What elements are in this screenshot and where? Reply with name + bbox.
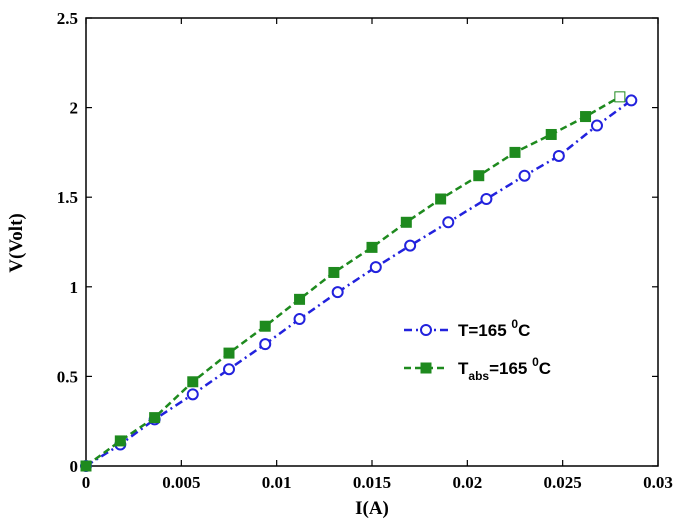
series-1-point xyxy=(442,216,455,229)
axis-ticks: 0 0.005 0.01 0.015 0.02 0.025 0.03 0 0.5 1 1.5 2 2.5 xyxy=(57,9,673,492)
legend-entry-series-2: Tabs=165 0C xyxy=(404,355,551,383)
y-tick-label: 1 xyxy=(70,278,79,297)
series-1-line xyxy=(85,99,633,468)
series-layer xyxy=(80,91,638,472)
legend-swatch-marker-2 xyxy=(420,362,432,374)
series-1-point xyxy=(552,149,565,162)
series-2-point xyxy=(294,293,306,305)
x-tick-label: 0.03 xyxy=(643,473,673,492)
series-2-point xyxy=(473,170,485,182)
series-2-point xyxy=(509,146,521,158)
series-2-point xyxy=(149,412,161,424)
series-1-point xyxy=(625,94,638,107)
series-1-point xyxy=(331,286,344,299)
legend-label-2-degree: 0 xyxy=(532,355,539,369)
legend-label-1-unit: C xyxy=(518,321,530,340)
series-2-point xyxy=(259,320,271,332)
legend-label-2-main: T xyxy=(458,359,469,378)
y-tick-label: 2 xyxy=(70,99,79,118)
x-tick-label: 0.025 xyxy=(544,473,582,492)
y-tick-label: 2.5 xyxy=(57,9,78,28)
legend-box xyxy=(392,306,624,392)
series-2-point xyxy=(328,266,340,278)
series-2-point xyxy=(366,241,378,253)
legend-swatch-marker-1 xyxy=(420,324,432,336)
legend-entry-series-1: T=165 0C xyxy=(404,317,530,340)
series-2-point xyxy=(114,435,126,447)
series-2-point xyxy=(545,128,557,140)
y-tick-label: 0 xyxy=(70,457,79,476)
y-axis-label: V(Volt) xyxy=(6,213,27,272)
series-2-point xyxy=(400,216,412,228)
legend-label-2-value: =165 xyxy=(489,359,532,378)
legend-label-2-subscript: abs xyxy=(468,369,489,383)
x-tick-label: 0.015 xyxy=(353,473,391,492)
x-axis-label: I(A) xyxy=(355,498,389,519)
series-2 xyxy=(80,91,626,472)
series-1-point xyxy=(590,119,603,132)
series-2-line xyxy=(85,95,621,468)
series-2-point xyxy=(614,91,626,103)
x-tick-label: 0.02 xyxy=(452,473,482,492)
series-2-point xyxy=(187,376,199,388)
series-2-point xyxy=(435,193,447,205)
x-tick-label: 0.005 xyxy=(162,473,200,492)
series-2-point xyxy=(223,347,235,359)
y-tick-label: 0.5 xyxy=(57,367,78,386)
series-1-point xyxy=(259,338,272,351)
legend-label-2: Tabs=165 0C xyxy=(458,355,551,383)
x-tick-label: 0 xyxy=(82,473,91,492)
series-1-point xyxy=(480,192,493,205)
legend-label-1-main: T=165 xyxy=(458,321,511,340)
legend: T=165 0C Tabs=165 0C xyxy=(392,306,624,392)
series-1-point xyxy=(293,313,306,326)
y-tick-label: 1.5 xyxy=(57,188,78,207)
series-1-point xyxy=(518,169,531,182)
series-1-point xyxy=(186,388,199,401)
series-1-point xyxy=(404,239,417,252)
series-2-point xyxy=(580,111,592,123)
series-1-point xyxy=(223,363,235,376)
legend-label-1: T=165 0C xyxy=(458,317,530,340)
legend-label-1-degree: 0 xyxy=(511,317,518,331)
x-tick-label: 0.01 xyxy=(262,473,292,492)
legend-label-2-unit: C xyxy=(539,359,551,378)
series-1-point xyxy=(369,261,382,274)
series-2-point xyxy=(80,460,92,472)
